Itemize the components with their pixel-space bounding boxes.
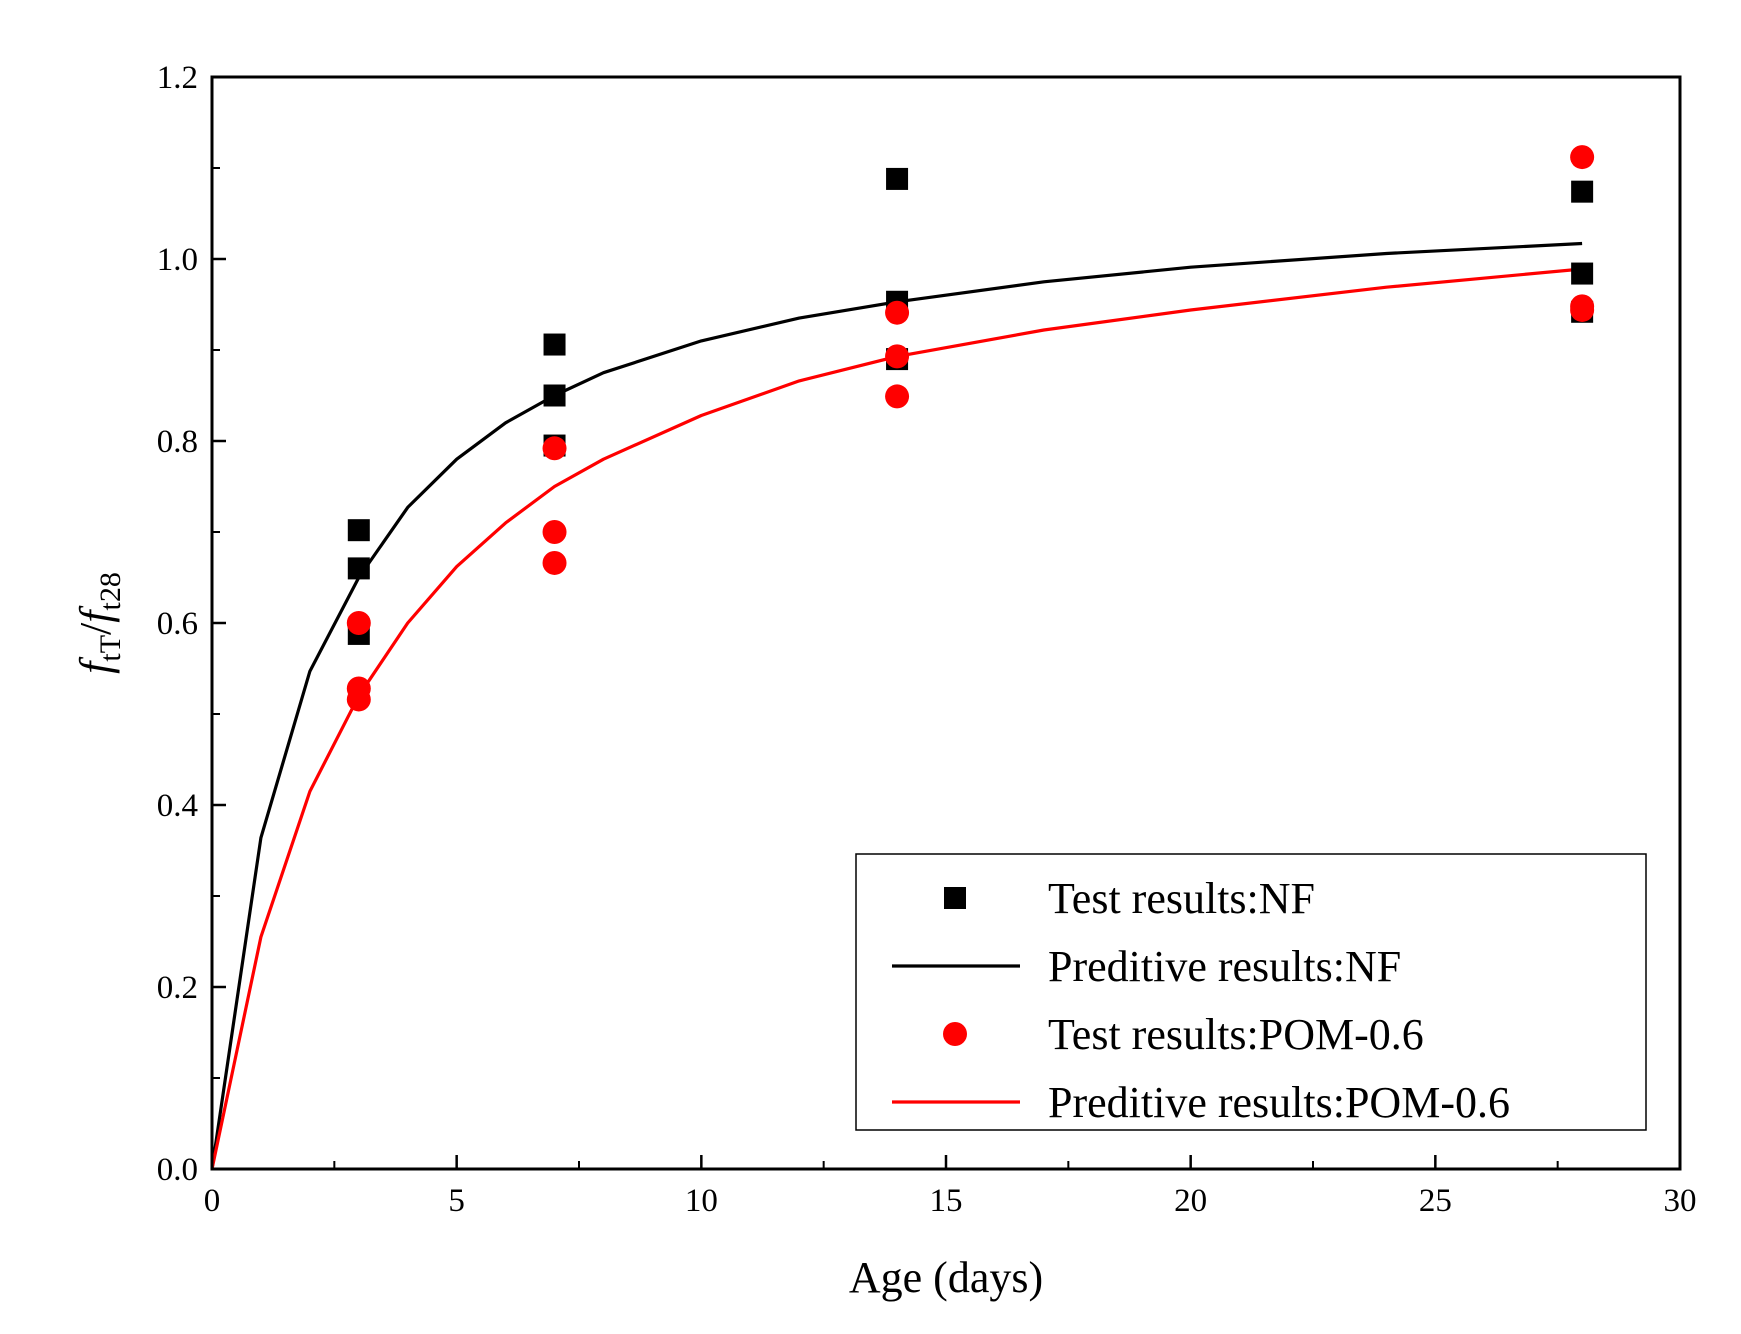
series-points-test-results-pom-0-6 xyxy=(346,145,1595,712)
data-point xyxy=(542,550,567,575)
plot-content xyxy=(210,145,1595,1170)
data-point xyxy=(542,520,567,544)
legend-entry: Preditive results:POM-0.6 xyxy=(892,1078,1510,1127)
x-tick-label: 30 xyxy=(1664,1183,1697,1219)
data-point xyxy=(886,167,909,190)
x-tick-label: 25 xyxy=(1419,1183,1452,1219)
y-tick-label: 1.2 xyxy=(157,60,198,96)
y-axis-title: ftT/ft28 xyxy=(71,572,127,674)
data-point xyxy=(885,300,910,325)
legend-entry: Test results:NF xyxy=(944,874,1315,923)
legend-label: Test results:NF xyxy=(1048,874,1315,923)
x-tick-label: 5 xyxy=(448,1183,465,1219)
legend-label: Preditive results:NF xyxy=(1048,942,1401,991)
data-point xyxy=(1570,297,1595,322)
legend-marker-swatch xyxy=(943,1022,967,1046)
data-point xyxy=(347,557,370,580)
data-point xyxy=(1570,145,1595,170)
legend-marker-swatch xyxy=(944,887,966,909)
x-tick-label: 20 xyxy=(1174,1183,1207,1219)
data-point xyxy=(542,436,567,461)
legend-entry: Test results:POM-0.6 xyxy=(943,1010,1424,1059)
series-line-preditive-results-pom-0-6 xyxy=(210,267,1583,1170)
legend-label: Preditive results:POM-0.6 xyxy=(1048,1078,1510,1127)
data-point xyxy=(543,384,566,407)
data-point xyxy=(347,519,370,542)
legend: Test results:NF Preditive results:NF Test … xyxy=(855,853,1647,1131)
y-axis-title-sub2: t28 xyxy=(94,572,127,610)
data-point xyxy=(1571,180,1594,203)
y-tick-label: 0.4 xyxy=(157,788,198,824)
series-line-preditive-results-nf xyxy=(210,241,1583,1170)
y-tick-label: 0.6 xyxy=(157,606,198,642)
legend-entry: Preditive results:NF xyxy=(892,942,1401,991)
data-point xyxy=(885,344,910,369)
data-point xyxy=(346,687,371,712)
x-tick-label: 0 xyxy=(204,1183,221,1219)
x-tick-label: 15 xyxy=(930,1183,963,1219)
y-axis-title-slash: / xyxy=(71,622,120,635)
legend-box xyxy=(855,853,1647,1131)
x-axis-title: Age (days) xyxy=(849,1253,1043,1302)
data-point xyxy=(885,384,910,409)
axis-ticks: 0 5 10 15 20 25 30 0.0 0.2 0.4 0.6 0.8 1.0 1.2 xyxy=(157,60,1697,1219)
y-tick-label: 1.0 xyxy=(157,242,198,278)
y-tick-label: 0.0 xyxy=(157,1152,198,1188)
data-point xyxy=(1571,262,1594,285)
y-tick-label: 0.8 xyxy=(157,424,198,460)
data-point xyxy=(346,611,371,635)
data-point xyxy=(543,333,566,356)
x-tick-label: 10 xyxy=(685,1183,718,1219)
y-axis-title-sub1: tT xyxy=(94,635,127,662)
legend-label: Test results:POM-0.6 xyxy=(1048,1010,1424,1059)
y-tick-label: 0.2 xyxy=(157,970,198,1006)
